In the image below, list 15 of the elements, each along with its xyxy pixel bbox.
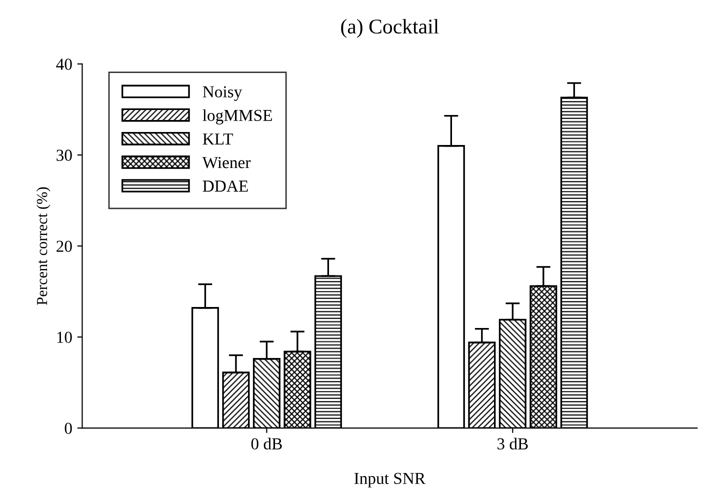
y-tick-label: 0 [64, 422, 72, 434]
x-tick-label: 0 dB [251, 438, 282, 450]
y-tick-label: 10 [57, 332, 72, 343]
x-tick-label: 3 dB [497, 438, 528, 450]
x-axis-title: Input SNR [354, 472, 426, 488]
legend-label: Noisy [202, 86, 242, 101]
y-tick-label: 20 [56, 240, 72, 252]
y-axis-title: Percent correct (%) [36, 187, 50, 305]
legend-label: Wiener [202, 157, 251, 168]
y-tick-label: 40 [56, 58, 72, 70]
chart-title: (a) Cocktail [341, 18, 439, 38]
legend-label: logMMSE [202, 109, 272, 124]
y-tick-label: 30 [56, 150, 72, 161]
legend-label: DDAE [202, 180, 248, 192]
legend-label: KLT [202, 134, 233, 144]
